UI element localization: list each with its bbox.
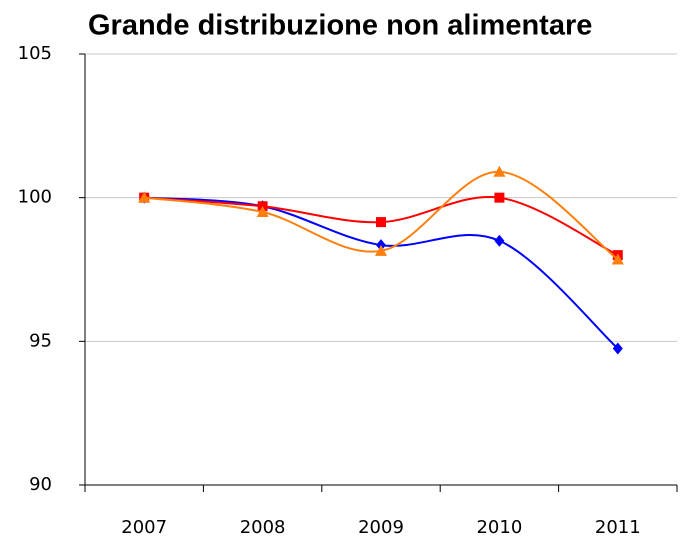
- x-tick-label: 2010: [476, 517, 522, 538]
- point-marker: [612, 342, 623, 355]
- point-marker: [494, 192, 505, 203]
- point-marker: [138, 191, 151, 203]
- point-marker: [494, 234, 505, 247]
- x-tick-label: 2007: [121, 517, 167, 538]
- x-tick-label: 2008: [240, 517, 286, 538]
- y-tick-label: 105: [18, 43, 52, 64]
- x-tick-label: 2011: [595, 517, 641, 538]
- point-marker: [376, 217, 386, 228]
- point-marker: [611, 253, 624, 265]
- point-marker: [256, 206, 269, 218]
- y-tick-label: 100: [18, 187, 52, 208]
- series-line: [144, 170, 619, 261]
- point-marker: [493, 165, 506, 177]
- point-marker: [375, 244, 387, 256]
- x-tick-label: 2009: [358, 517, 404, 538]
- chart-title: Grande distribuzione non alimentare: [88, 10, 592, 42]
- y-tick-label: 90: [29, 474, 52, 495]
- y-tick-label: 95: [29, 330, 52, 351]
